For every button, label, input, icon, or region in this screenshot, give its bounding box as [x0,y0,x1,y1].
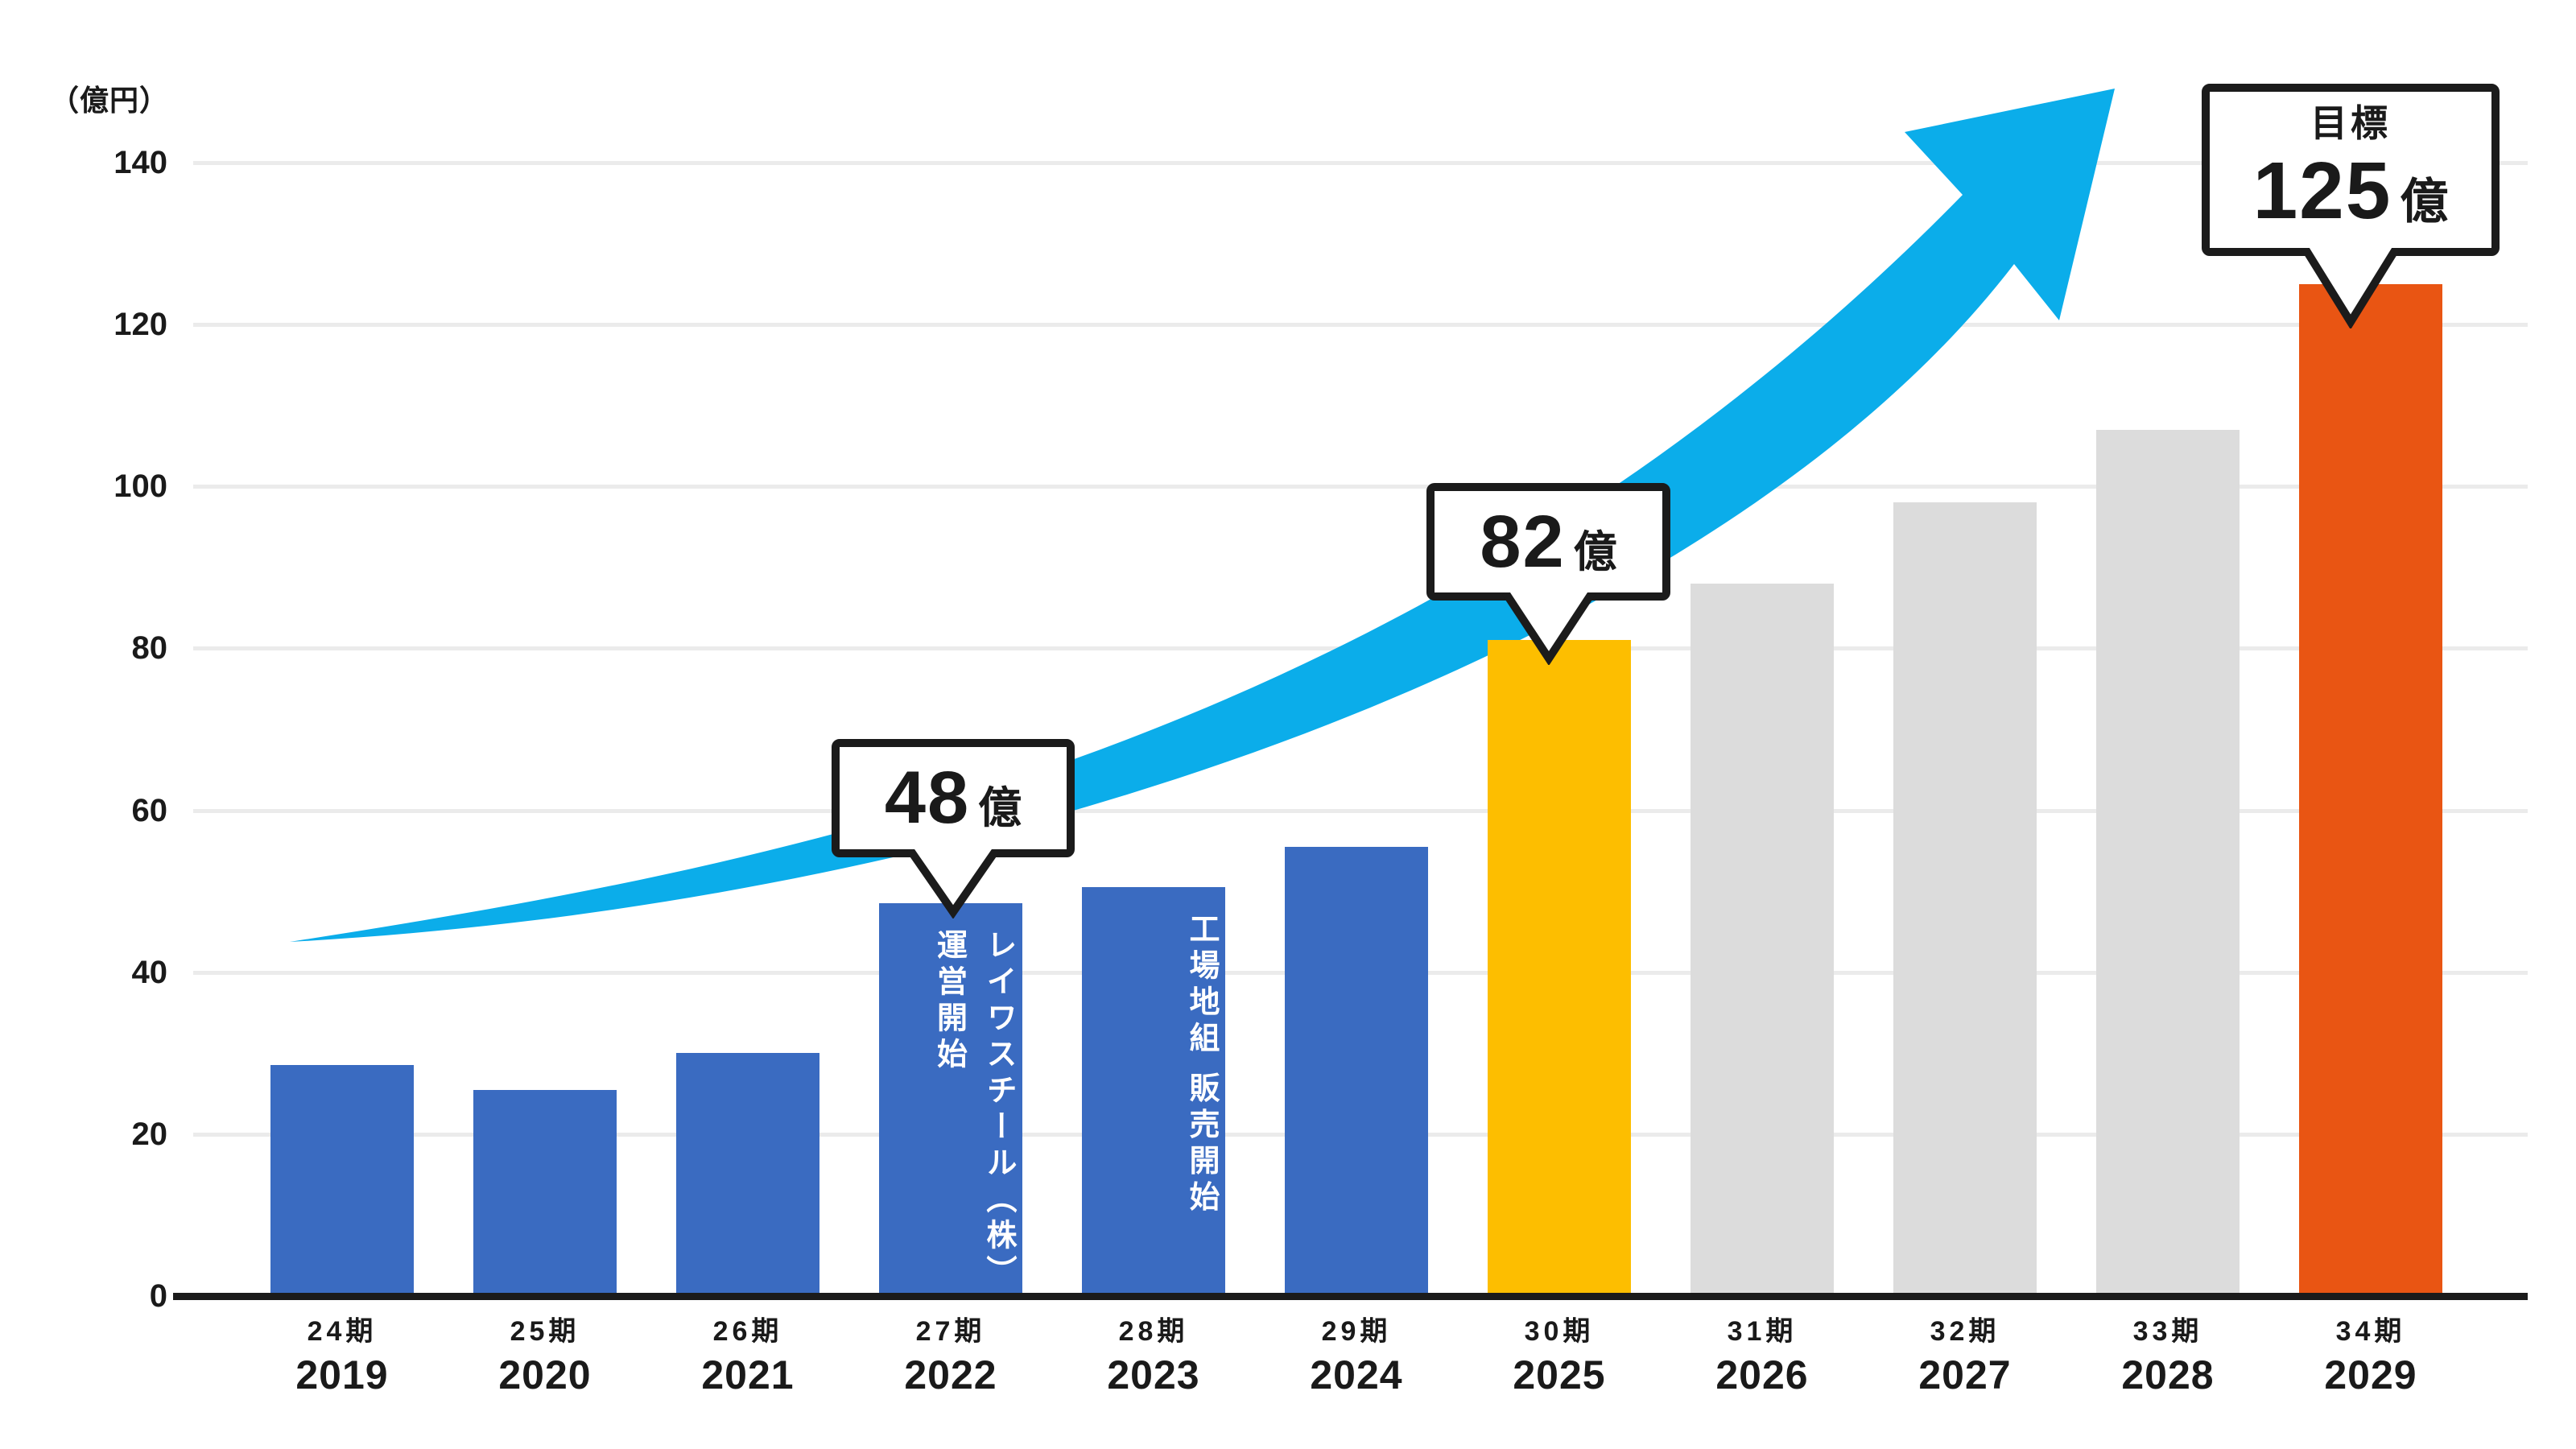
x-label-year: 2026 [1715,1352,1809,1397]
x-label-period: 31期 [1727,1316,1798,1347]
x-label-year: 2028 [2121,1352,2215,1397]
x-label-period: 27期 [915,1316,986,1347]
x-label-year: 2025 [1513,1352,1606,1397]
x-label-period: 26期 [712,1316,783,1347]
y-tick-label-140: 140 [114,145,167,181]
x-label-period: 24期 [307,1316,378,1347]
callout-tail-icon [2301,248,2401,328]
y-tick-label-20: 20 [131,1116,168,1152]
x-label-period: 25期 [510,1316,580,1347]
callout-unit: 億 [2400,174,2449,229]
x-label-2027: 32期 2027 [1864,1315,2066,1397]
callout-unit: 億 [978,784,1022,832]
x-label-year: 2020 [498,1352,592,1397]
x-label-year: 2023 [1107,1352,1200,1397]
callout-tail-icon [906,849,1001,919]
bar-2021 [676,1053,819,1296]
callout-unit: 億 [1573,527,1617,576]
x-label-period: 28期 [1118,1316,1189,1347]
callout-value: 48 [884,757,971,839]
x-label-year: 2019 [295,1352,389,1397]
x-label-year: 2024 [1310,1352,1403,1397]
callout-125: 目標 125 億 [2202,84,2500,328]
callout-value: 82 [1480,500,1566,583]
bar-2019 [270,1065,414,1296]
x-label-2028: 33期 2028 [2066,1315,2269,1397]
callout-box: 目標 125 億 [2202,84,2500,256]
y-tick-label-100: 100 [114,469,167,505]
x-label-period: 32期 [1930,1316,2000,1347]
bar-note-2023: 工場地組 販売開始 [1184,913,1218,1217]
x-label-period: 30期 [1524,1316,1595,1347]
x-label-period: 33期 [2132,1316,2203,1347]
y-tick-label-120: 120 [114,307,167,343]
y-tick-label-60: 60 [131,792,168,828]
bar-2027 [1893,502,2037,1296]
y-tick-label-0: 0 [149,1278,167,1314]
callout-82: 82 億 [1426,483,1670,665]
callout-48: 48 億 [832,739,1075,919]
bar-2025 [1488,640,1631,1296]
x-label-period: 34期 [2335,1316,2406,1347]
x-label-year: 2027 [1918,1352,2012,1397]
x-label-2025: 30期 2025 [1458,1315,1661,1397]
x-label-year: 2029 [2324,1352,2417,1397]
x-label-year: 2021 [701,1352,795,1397]
x-label-period: 29期 [1321,1316,1392,1347]
callout-box: 48 億 [832,739,1075,857]
bar-2029 [2299,283,2442,1296]
x-label-2020: 25期 2020 [444,1315,646,1397]
bar-2026 [1690,583,1834,1296]
x-label-2024: 29期 2024 [1255,1315,1458,1397]
bar-2022: レイワスチール（株） 運営開始 [879,903,1022,1296]
bar-note-2022: レイワスチール（株） 運営開始 [931,929,1015,1292]
bar-2020 [473,1089,617,1296]
x-label-2023: 28期 2023 [1052,1315,1255,1397]
bar-2024 [1285,846,1428,1296]
x-label-2021: 26期 2021 [646,1315,849,1397]
x-label-2022: 27期 2022 [849,1315,1052,1397]
y-axis-unit-label: （億円） [49,84,169,117]
x-label-2029: 34期 2029 [2269,1315,2472,1397]
y-tick-label-80: 80 [131,630,168,667]
bar-2028 [2096,429,2240,1296]
callout-box: 82 億 [1426,483,1670,601]
callout-tail-icon [1501,592,1596,665]
x-label-year: 2022 [904,1352,997,1397]
gridline-120 [193,323,2528,328]
x-axis-line [173,1293,2528,1300]
gridline-140 [193,161,2528,166]
bar-2023: 工場地組 販売開始 [1082,887,1225,1296]
x-label-2026: 31期 2026 [1661,1315,1864,1397]
callout-prefix-label: 目標 [2310,101,2391,144]
y-tick-label-40: 40 [131,954,168,990]
callout-value: 125 [2252,145,2392,236]
x-label-2019: 24期 2019 [241,1315,444,1397]
